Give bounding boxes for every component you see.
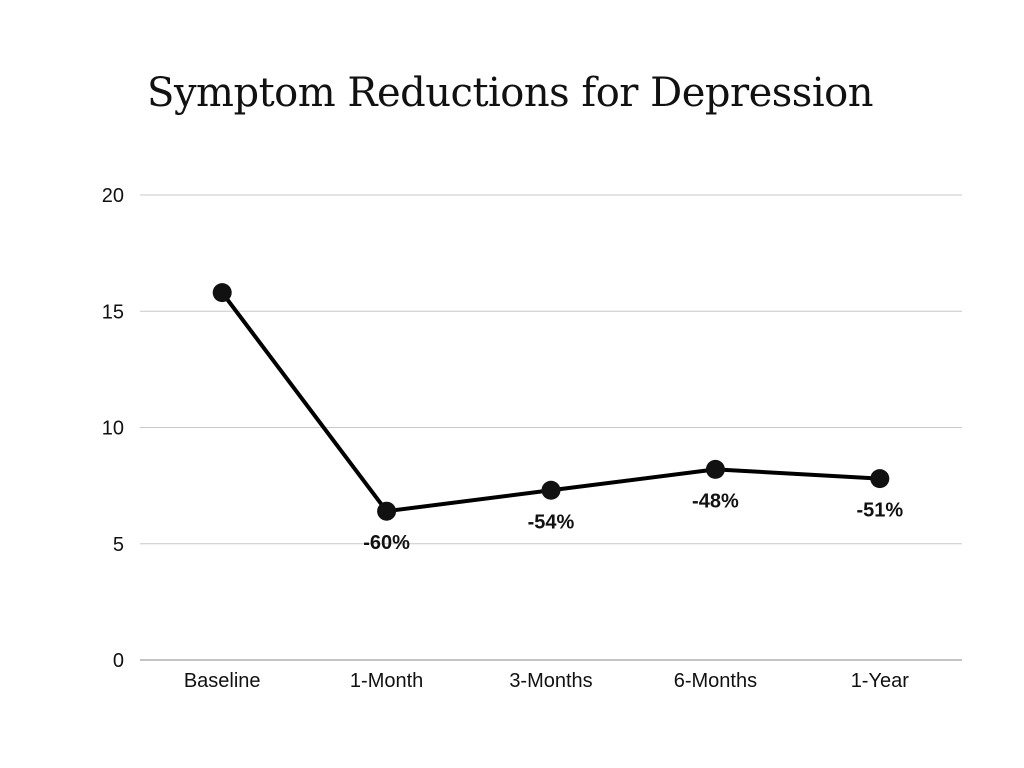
data-point	[377, 501, 397, 521]
series-line	[220, 291, 880, 514]
chart-title: Symptom Reductions for Depression	[147, 70, 873, 116]
data-label: -60%	[363, 532, 410, 554]
x-tick-label: 6-Months	[674, 670, 757, 692]
data-point	[212, 283, 232, 303]
data-label: -51%	[856, 500, 903, 522]
data-point	[705, 459, 725, 479]
data-point	[541, 480, 561, 500]
y-tick-label: 5	[113, 534, 124, 556]
data-point	[870, 469, 890, 489]
y-tick-label: 10	[102, 418, 124, 440]
y-tick-label: 0	[113, 650, 124, 672]
y-tick-label: 15	[102, 301, 124, 323]
x-tick-label: 1-Month	[350, 670, 423, 692]
x-tick-label: 3-Months	[509, 670, 592, 692]
y-tick-label: 20	[102, 185, 124, 207]
x-tick-label: 1-Year	[851, 670, 910, 692]
data-label: -54%	[528, 511, 575, 533]
x-tick-label: Baseline	[184, 670, 261, 692]
data-label: -48%	[692, 490, 739, 512]
